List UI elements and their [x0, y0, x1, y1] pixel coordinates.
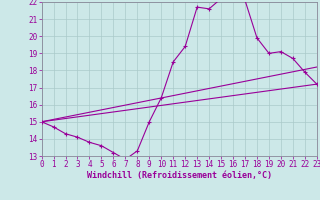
X-axis label: Windchill (Refroidissement éolien,°C): Windchill (Refroidissement éolien,°C) — [87, 171, 272, 180]
